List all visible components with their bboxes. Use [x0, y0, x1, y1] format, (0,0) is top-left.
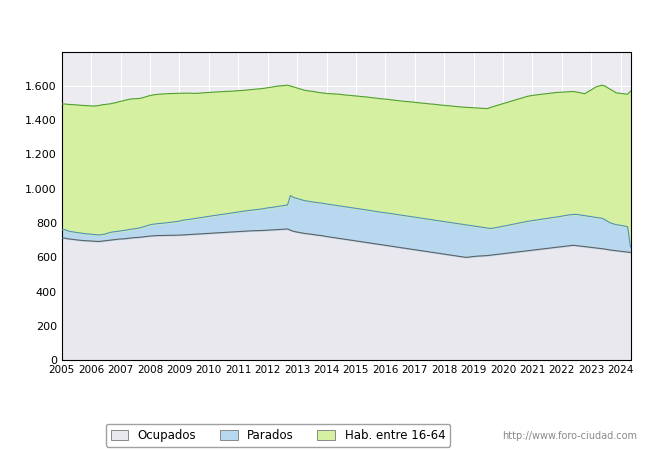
- Text: Ugíjar - Evolucion de la poblacion en edad de Trabajar Mayo de 2024: Ugíjar - Evolucion de la poblacion en ed…: [73, 16, 577, 32]
- Legend: Ocupados, Parados, Hab. entre 16-64: Ocupados, Parados, Hab. entre 16-64: [106, 424, 450, 446]
- Text: http://www.foro-ciudad.com: http://www.foro-ciudad.com: [502, 431, 637, 441]
